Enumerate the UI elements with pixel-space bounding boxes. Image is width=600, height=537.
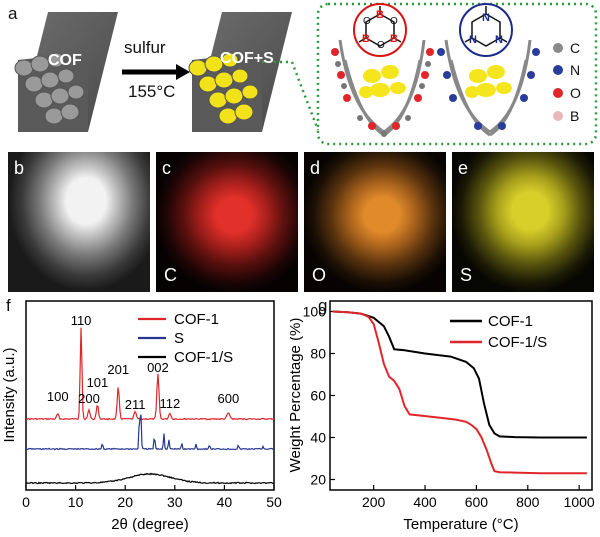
xrd-series-line	[26, 327, 275, 421]
xrd-legend-label: S	[174, 330, 184, 347]
ring-atom: O	[363, 16, 371, 27]
xrd-peak-label: 200	[78, 391, 100, 406]
xrd-peak-label: 201	[107, 362, 129, 377]
tga-xtick-label: 1000	[564, 494, 595, 510]
tga-ytick-label: 100	[303, 304, 327, 320]
map-c-element: C	[164, 265, 177, 285]
framework-triazine	[437, 3, 540, 137]
tga-xtick-label: 400	[413, 494, 437, 510]
cof-block	[14, 12, 118, 132]
map-b: b	[8, 152, 150, 292]
map-c: c C	[156, 152, 298, 292]
xrd-xlabel: 2θ (degree)	[111, 516, 189, 533]
xrd-frame	[25, 300, 275, 491]
tga-xtick-label: 800	[516, 494, 540, 510]
legend-o: O	[570, 85, 581, 101]
xrd-xtick-label: 20	[117, 494, 133, 510]
tga-xlabel: Temperature (°C)	[403, 516, 518, 533]
atom-legend	[553, 43, 563, 121]
legend-b: B	[570, 108, 580, 124]
map-e-element: S	[460, 265, 473, 285]
ring-atom: N	[482, 12, 490, 24]
ring-atom: B	[376, 9, 384, 21]
xrd-series-line	[25, 472, 275, 485]
map-d: d O	[304, 152, 446, 292]
reaction-arrow	[122, 64, 190, 80]
tga-ylabel: Weight Percentage (%)	[290, 318, 304, 473]
ring-atom: O	[377, 40, 385, 51]
tga-ytick-label: 80	[310, 346, 326, 362]
ring-atom: N	[469, 34, 477, 46]
tga-xtick-label: 600	[465, 494, 489, 510]
ring-atom: B	[362, 33, 370, 45]
xrd-legend-label: COF-1/S	[174, 349, 233, 366]
legend-n: N	[570, 62, 581, 78]
tga-series-line	[332, 310, 587, 439]
panel-a-letter: a	[8, 4, 18, 23]
tga-series-line	[332, 310, 587, 475]
xrd-peak-label: 110	[71, 313, 92, 328]
xrd-legend-label: COF-1	[174, 311, 219, 328]
xrd-peak-label: 101	[87, 375, 109, 390]
xrd-peak-label: 211	[125, 397, 146, 412]
xrd-peak-label: 100	[47, 389, 69, 404]
xrd-xtick-label: 30	[167, 494, 183, 510]
tga-frame	[329, 300, 593, 491]
map-b-letter: b	[14, 158, 25, 178]
cof-label: COF	[48, 52, 82, 69]
tga-legend-label: COF-1/S	[488, 334, 547, 351]
map-e: e S	[452, 152, 594, 292]
xrd-xtick-label: 50	[266, 494, 282, 510]
xrd-xtick-label: 10	[68, 494, 84, 510]
xrd-xtick-label: 0	[22, 494, 30, 510]
framework-boronate	[331, 3, 434, 137]
tga-ytick-label: 20	[310, 472, 326, 488]
map-d-letter: d	[310, 158, 321, 178]
ring-atom: B	[390, 33, 398, 45]
scheme-svg	[14, 2, 598, 146]
panel-g-letter: g	[318, 296, 328, 315]
map-c-letter: c	[162, 158, 171, 178]
ring-atom: O	[390, 16, 398, 27]
cof-s-block	[188, 12, 292, 132]
arrow-bottom-label: 155°C	[128, 82, 176, 101]
tga-legend-label: COF-1	[488, 313, 533, 330]
ring-atom: N	[495, 34, 503, 46]
tga-chart: 200 400 600 800 1000 20 40 60 80 100 COF-1 COF-1/S…	[290, 300, 595, 533]
panel-f-letter: f	[6, 296, 11, 315]
tga-xtick-label: 200	[362, 494, 386, 510]
xrd-peak-label: 600	[218, 391, 240, 406]
tga-ytick-label: 60	[310, 388, 326, 404]
tga-ytick-label: 40	[310, 430, 326, 446]
xrd-xtick-label: 40	[217, 494, 233, 510]
arrow-top-label: sulfur	[124, 38, 166, 57]
xrd-peak-label: 002	[147, 360, 169, 375]
cof-s-label: COF+S	[220, 50, 274, 67]
xrd-ylabel: Intensity (a.u.)	[1, 347, 18, 442]
xrd-peak-label: 112	[159, 396, 180, 411]
map-d-element: O	[312, 265, 327, 285]
zoom-connector	[262, 60, 320, 131]
legend-c: C	[570, 40, 581, 56]
xrd-series-line	[25, 414, 274, 451]
map-e-letter: e	[458, 158, 469, 178]
